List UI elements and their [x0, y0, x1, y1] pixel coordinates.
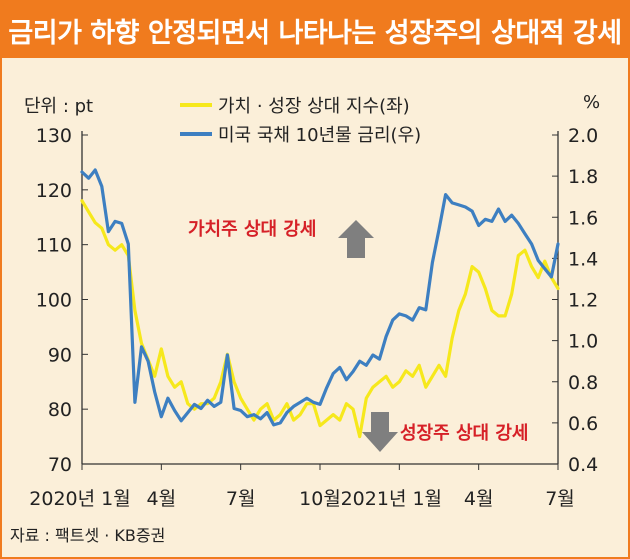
right-tick-label: 0.6 [568, 413, 598, 435]
x-tick-label: 10월 [299, 488, 341, 510]
right-tick-label: 2.0 [568, 125, 598, 147]
legend-label: 미국 국채 10년물 금리(우) [218, 125, 421, 146]
chart-title: 금리가 하향 안정되면서 나타나는 성장주의 상대적 강세 [2, 2, 628, 58]
left-tick-label: 130 [36, 125, 72, 147]
right-tick-label: 1.2 [568, 290, 598, 312]
left-axis-unit: 단위 : pt [24, 96, 94, 117]
right-tick-label: 0.8 [568, 372, 598, 394]
annotation-value-strong: 가치주 상대 강세 [188, 219, 316, 240]
left-tick-label: 90 [48, 344, 72, 366]
left-tick-label: 70 [48, 454, 72, 476]
right-axis-unit: % [583, 92, 601, 113]
left-tick-label: 120 [36, 180, 72, 202]
left-tick-label: 110 [36, 235, 72, 257]
x-tick-label: 4월 [464, 488, 494, 510]
left-tick-label: 100 [36, 290, 72, 312]
annotation-growth-strong: 성장주 상대 강세 [400, 423, 528, 444]
x-tick-label: 2021년 1월 [341, 488, 442, 510]
x-tick-label: 4월 [147, 488, 177, 510]
x-tick-label: 7월 [226, 488, 256, 510]
x-tick-label: 7월 [545, 488, 575, 510]
right-tick-label: 1.0 [568, 331, 598, 353]
legend-label: 가치 · 성장 상대 지수(좌) [218, 96, 410, 117]
up-arrow-icon [338, 220, 374, 258]
source-note: 자료 : 팩트셋 · KB증권 [10, 526, 166, 545]
legend: 가치 · 성장 상대 지수(좌) 미국 국채 10년물 금리(우) [180, 96, 421, 146]
footer-area [2, 502, 628, 557]
left-tick-label: 80 [48, 399, 72, 421]
series-layer [80, 168, 560, 439]
plot-background [2, 58, 628, 502]
x-tick-label: 2020년 1월 [29, 488, 130, 510]
right-tick-label: 1.4 [568, 248, 598, 270]
right-tick-label: 0.4 [568, 454, 598, 476]
series-line-value-growth [80, 199, 560, 439]
right-tick-label: 1.8 [568, 166, 598, 188]
right-tick-label: 1.6 [568, 207, 598, 229]
series-line-us10y [80, 168, 560, 427]
axes-layer: 70 80 90 100 110 120 130 0.4 0.6 0.8 1.0 1.2 1.4 1.6 1… [29, 125, 598, 510]
down-arrow-icon [362, 412, 398, 452]
